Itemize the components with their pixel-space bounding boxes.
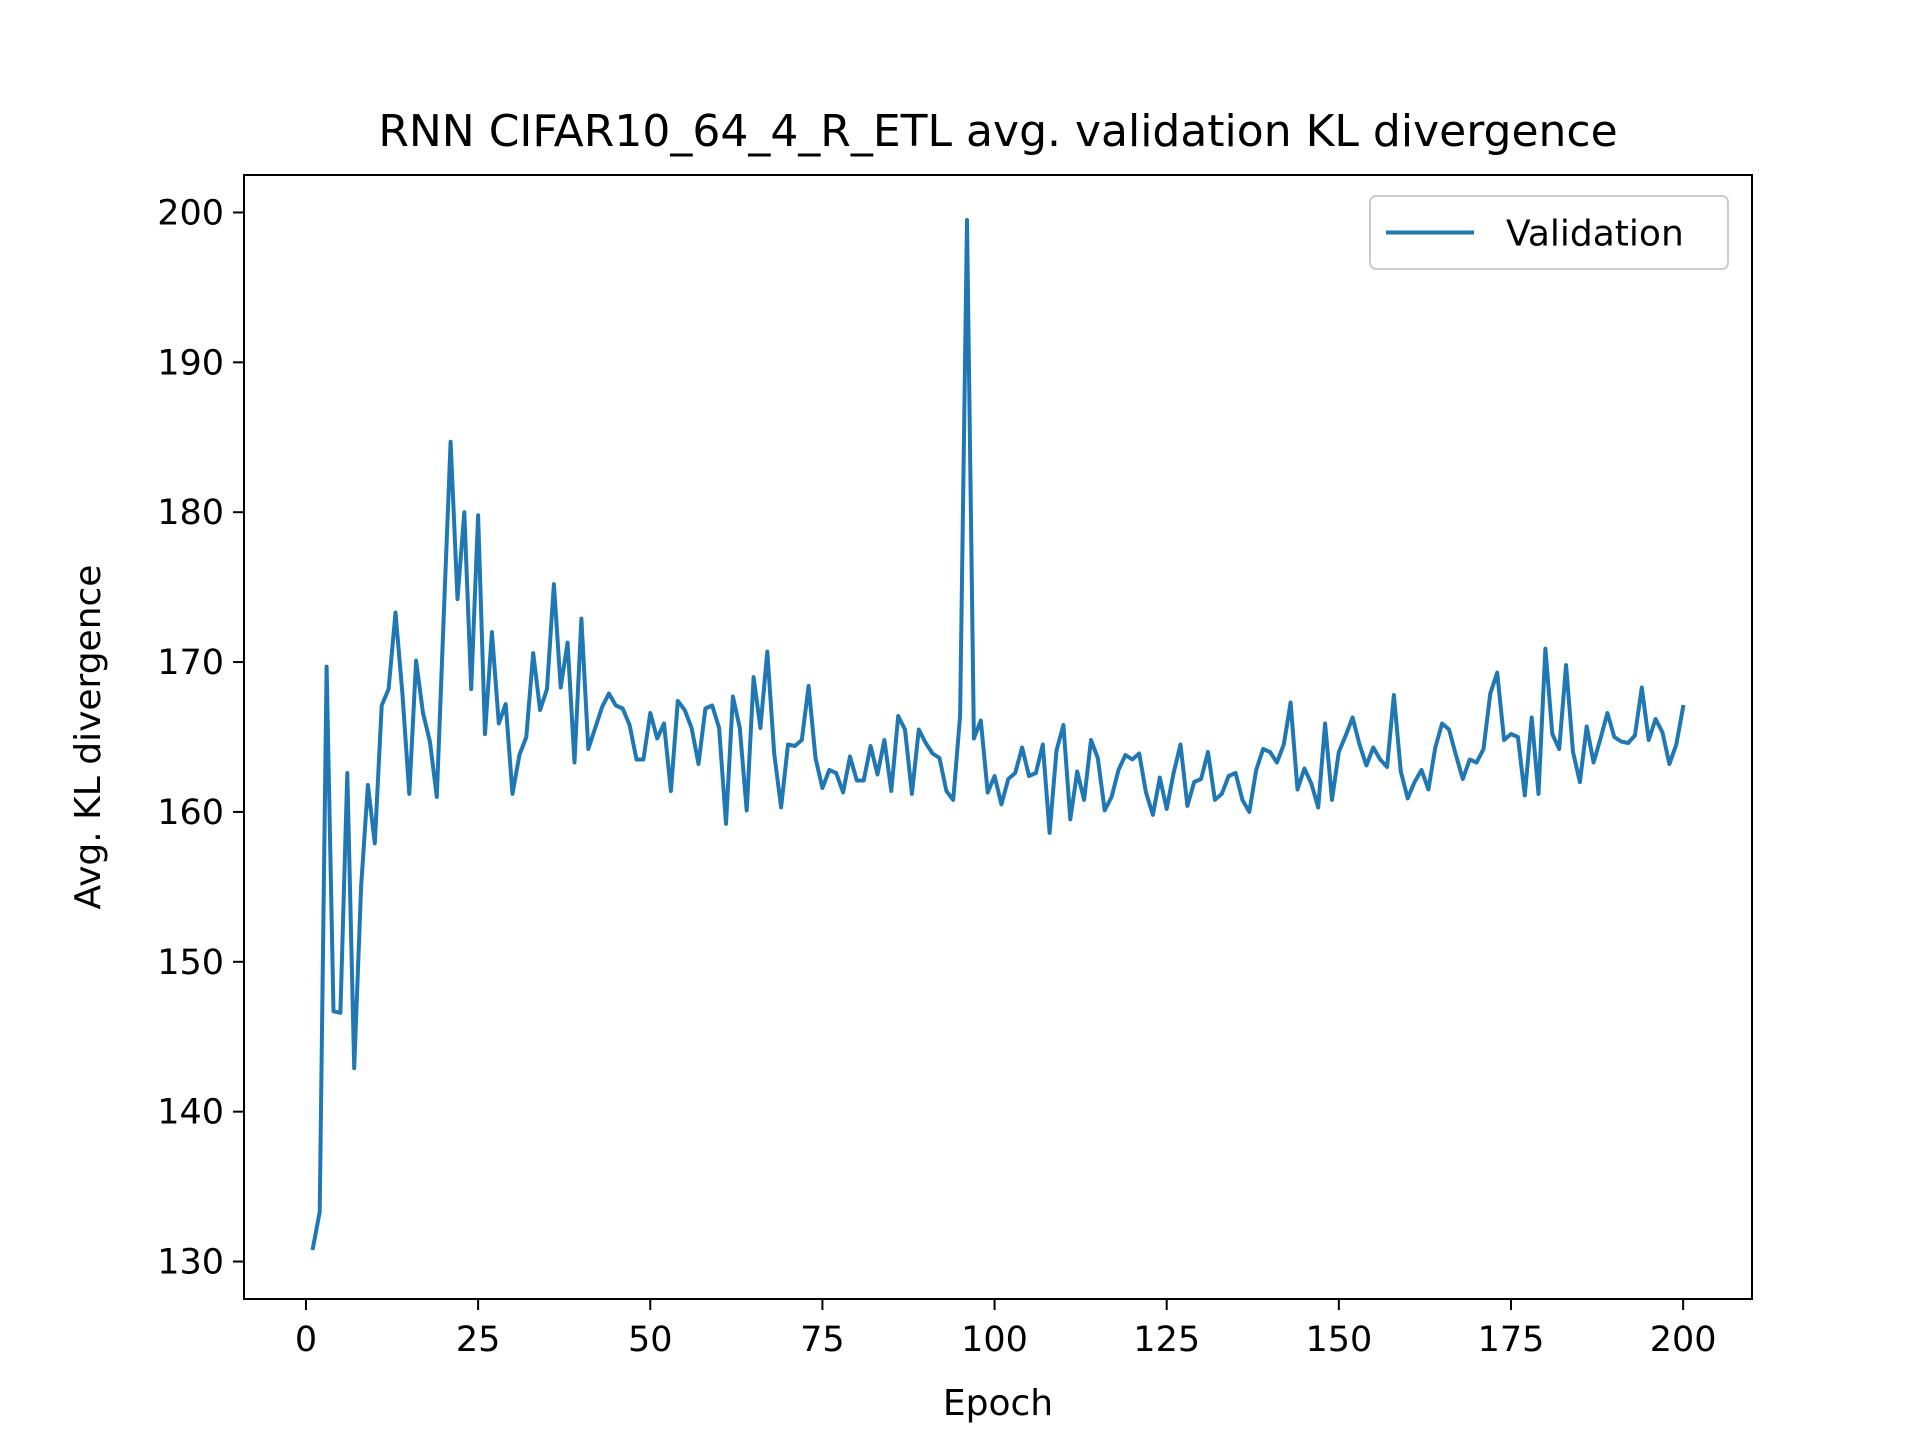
y-tick-label: 130 xyxy=(157,1243,224,1283)
x-axis: 0 25 50 75 100 125 150 175 200 xyxy=(295,1299,1717,1360)
x-tick-label: 0 xyxy=(295,1320,317,1360)
y-tick-label: 190 xyxy=(157,343,224,383)
x-tick-label: 125 xyxy=(1133,1320,1200,1360)
x-axis-label: Epoch xyxy=(943,1383,1053,1424)
x-tick-label: 200 xyxy=(1650,1320,1717,1360)
y-tick-label: 150 xyxy=(157,943,224,983)
series-line-validation xyxy=(310,218,1686,1251)
y-axis: 130 140 150 160 170 180 190 200 xyxy=(157,193,244,1283)
y-tick-label: 140 xyxy=(157,1093,224,1133)
y-tick-label: 180 xyxy=(157,493,224,533)
chart-title: RNN CIFAR10_64_4_R_ETL avg. validation K… xyxy=(378,106,1617,157)
legend-label: Validation xyxy=(1506,214,1684,255)
legend-box xyxy=(1369,195,1729,270)
y-axis-label: Avg. KL divergence xyxy=(68,565,109,910)
x-tick-label: 75 xyxy=(800,1320,845,1360)
series-layer xyxy=(310,218,1686,1251)
x-tick-label: 50 xyxy=(628,1320,673,1360)
y-tick-label: 200 xyxy=(157,193,224,233)
x-tick-label: 100 xyxy=(961,1320,1028,1360)
x-tick-label: 175 xyxy=(1478,1320,1545,1360)
x-tick-label: 25 xyxy=(456,1320,501,1360)
axes-frame xyxy=(243,174,1753,1300)
legend: Validation xyxy=(1369,195,1729,270)
y-tick-label: 170 xyxy=(157,643,224,683)
x-tick-label: 150 xyxy=(1305,1320,1372,1360)
y-tick-label: 160 xyxy=(157,793,224,833)
